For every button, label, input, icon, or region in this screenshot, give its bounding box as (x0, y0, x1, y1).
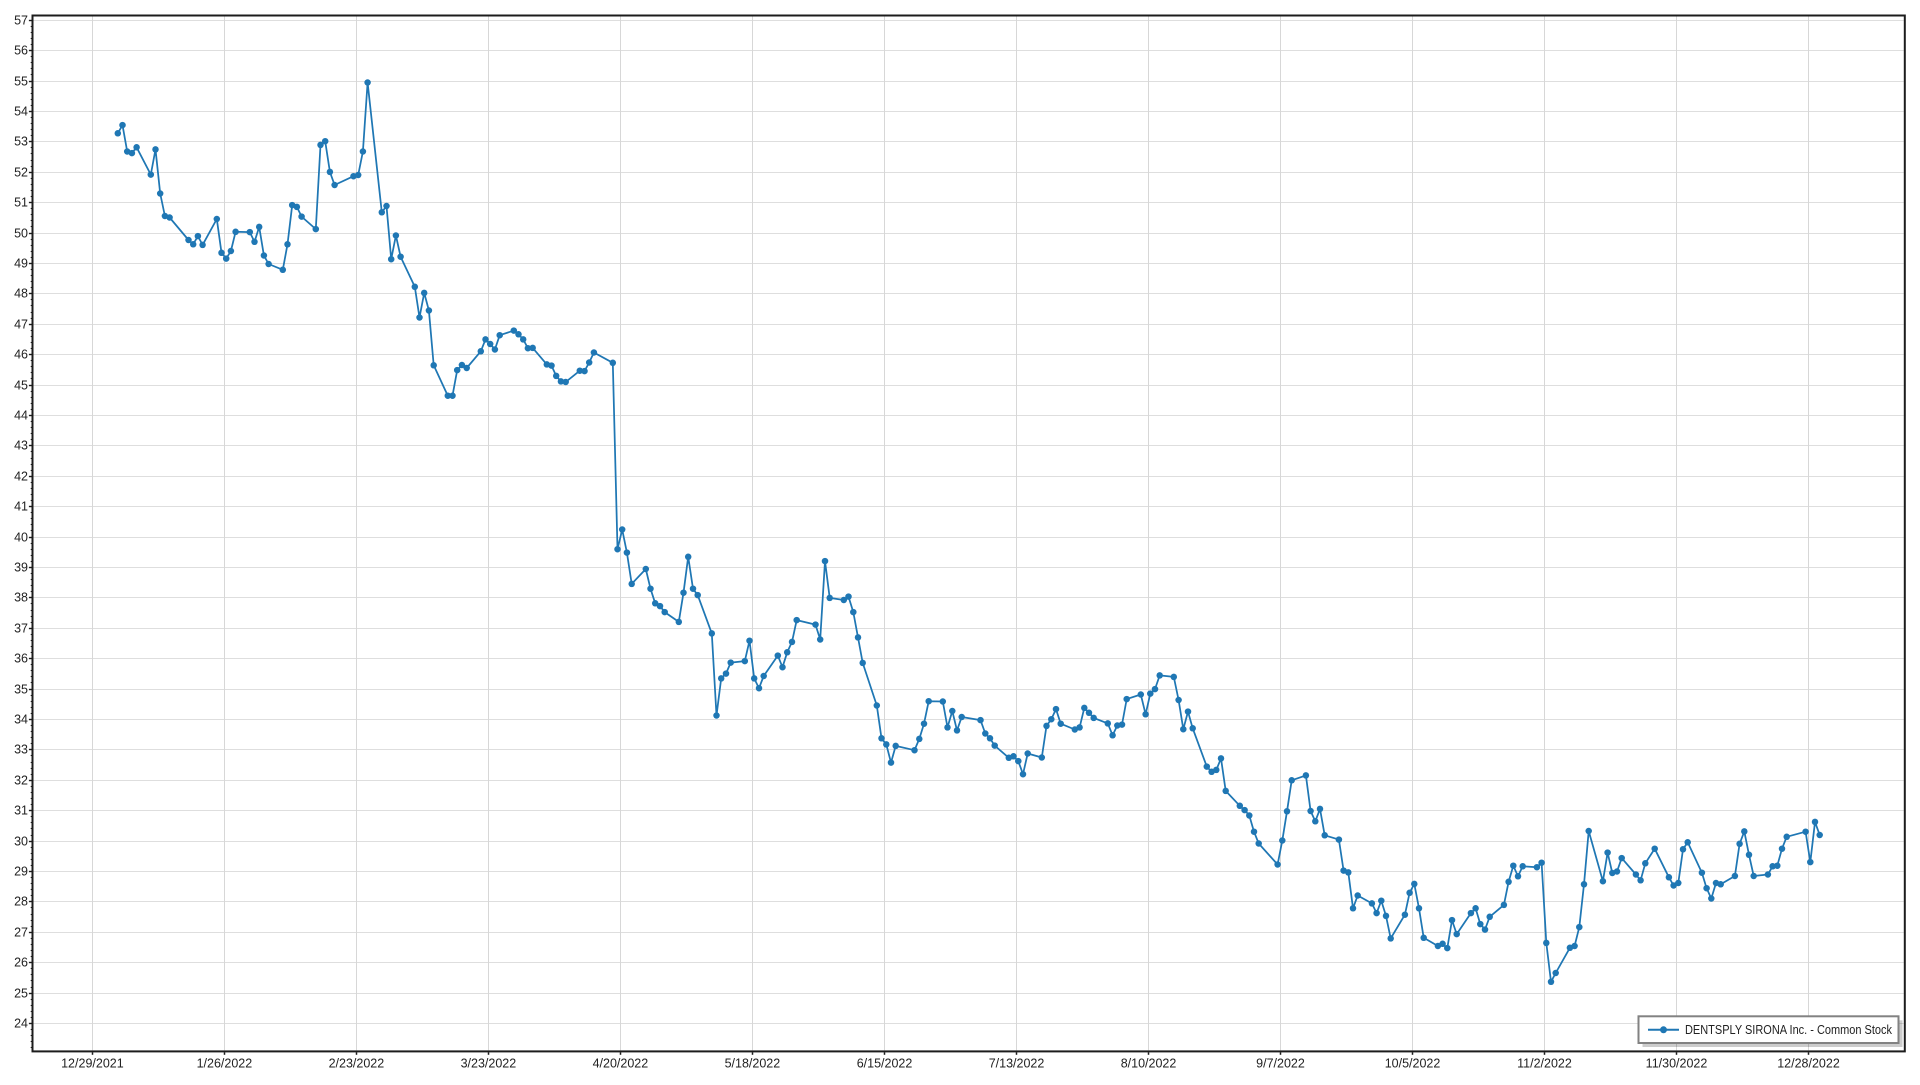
svg-text:52: 52 (14, 166, 28, 180)
svg-text:55: 55 (14, 75, 28, 89)
svg-text:42: 42 (14, 470, 28, 484)
svg-text:2/23/2022: 2/23/2022 (329, 1057, 385, 1071)
svg-text:34: 34 (14, 713, 28, 727)
svg-text:28: 28 (14, 895, 28, 909)
svg-text:53: 53 (14, 135, 28, 149)
svg-text:1/26/2022: 1/26/2022 (197, 1057, 253, 1071)
svg-text:26: 26 (14, 956, 28, 970)
svg-text:32: 32 (14, 774, 28, 788)
svg-text:46: 46 (14, 348, 28, 362)
svg-text:54: 54 (14, 105, 28, 119)
svg-text:38: 38 (14, 591, 28, 605)
svg-text:57: 57 (14, 14, 28, 28)
svg-text:51: 51 (14, 196, 28, 210)
svg-text:33: 33 (14, 743, 28, 757)
svg-text:5/18/2022: 5/18/2022 (725, 1057, 781, 1071)
svg-text:4/20/2022: 4/20/2022 (593, 1057, 649, 1071)
svg-text:47: 47 (14, 318, 28, 332)
svg-text:30: 30 (14, 835, 28, 849)
svg-text:39: 39 (14, 561, 28, 575)
svg-text:12/29/2021: 12/29/2021 (61, 1057, 124, 1071)
svg-text:10/5/2022: 10/5/2022 (1385, 1057, 1441, 1071)
svg-text:9/7/2022: 9/7/2022 (1256, 1057, 1305, 1071)
svg-text:6/15/2022: 6/15/2022 (857, 1057, 913, 1071)
svg-text:7/13/2022: 7/13/2022 (989, 1057, 1045, 1071)
svg-text:27: 27 (14, 926, 28, 940)
svg-text:36: 36 (14, 652, 28, 666)
svg-text:12/28/2022: 12/28/2022 (1777, 1057, 1840, 1071)
svg-text:40: 40 (14, 531, 28, 545)
svg-text:41: 41 (14, 500, 28, 514)
svg-text:49: 49 (14, 257, 28, 271)
svg-text:43: 43 (14, 439, 28, 453)
svg-text:11/30/2022: 11/30/2022 (1646, 1057, 1708, 1071)
svg-text:45: 45 (14, 379, 28, 393)
svg-text:35: 35 (14, 683, 28, 697)
svg-text:11/2/2022: 11/2/2022 (1517, 1057, 1572, 1071)
svg-text:DENTSPLY SIRONA Inc. - Common: DENTSPLY SIRONA Inc. - Common Stock (1685, 1023, 1893, 1037)
svg-text:29: 29 (14, 865, 28, 879)
svg-text:37: 37 (14, 622, 28, 636)
svg-text:8/10/2022: 8/10/2022 (1121, 1057, 1177, 1071)
svg-text:24: 24 (14, 1017, 28, 1031)
svg-text:48: 48 (14, 287, 28, 301)
svg-text:25: 25 (14, 987, 28, 1001)
svg-text:56: 56 (14, 44, 28, 58)
svg-text:44: 44 (14, 409, 28, 423)
svg-text:3/23/2022: 3/23/2022 (461, 1057, 517, 1071)
svg-text:50: 50 (14, 227, 28, 241)
svg-text:31: 31 (14, 804, 28, 818)
